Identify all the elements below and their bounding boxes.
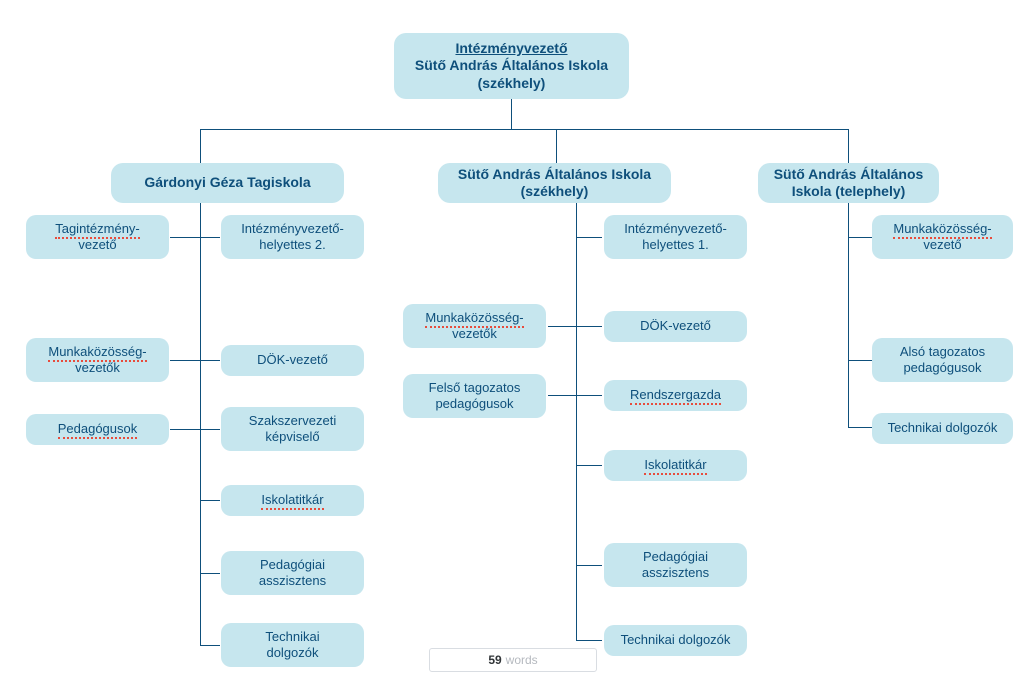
branch-title-2: Sütő András Általános Iskola(székhely): [438, 163, 671, 203]
b1-right-1: DÖK-vezető: [221, 345, 364, 376]
b1-right-4: Pedagógiaiasszisztens: [221, 551, 364, 595]
connector: [576, 465, 602, 466]
connector: [170, 360, 200, 361]
b1-left-2: Pedagógusok: [26, 414, 169, 445]
b2-right-5: Technikai dolgozók: [604, 625, 747, 656]
connector: [848, 129, 849, 163]
connector: [576, 237, 602, 238]
connector: [548, 326, 576, 327]
b2-left-0: Munkaközösség-vezetők: [403, 304, 546, 348]
branch-title-3-text: Sütő András ÁltalánosIskola (telephely): [764, 166, 933, 201]
b2-right-3: Iskolatitkár: [604, 450, 747, 481]
b1-left-0: Tagintézmény-vezető: [26, 215, 169, 259]
org-root: Intézményvezető Sütő András Általános Is…: [394, 33, 629, 99]
branch-title-1-text: Gárdonyi Géza Tagiskola: [117, 174, 338, 192]
connector: [848, 237, 872, 238]
b2-right-0: Intézményvezető-helyettes 1.: [604, 215, 747, 259]
connector: [576, 640, 602, 641]
root-line1: Intézményvezető: [455, 40, 567, 56]
b1-left-1: Munkaközösség-vezetők: [26, 338, 169, 382]
connector: [576, 326, 602, 327]
connector: [200, 129, 849, 130]
connector: [170, 429, 200, 430]
b1-right-0: Intézményvezető-helyettes 2.: [221, 215, 364, 259]
root-line3: (székhely): [478, 75, 546, 91]
root-line2: Sütő András Általános Iskola: [415, 57, 608, 73]
connector: [200, 360, 220, 361]
b2-right-4: Pedagógiaiasszisztens: [604, 543, 747, 587]
b3-right-2: Technikai dolgozók: [872, 413, 1013, 444]
connector: [200, 237, 220, 238]
b1-right-5: Technikaidolgozók: [221, 623, 364, 667]
b1-right-3: Iskolatitkár: [221, 485, 364, 516]
b1-right-2: Szakszervezetiképviselő: [221, 407, 364, 451]
connector: [556, 129, 557, 163]
connector: [200, 129, 201, 163]
b3-right-1: Alsó tagozatospedagógusok: [872, 338, 1013, 382]
word-count-label: words: [506, 653, 538, 667]
connector: [200, 573, 220, 574]
connector: [200, 645, 220, 646]
b2-right-1: DÖK-vezető: [604, 311, 747, 342]
connector: [200, 500, 220, 501]
connector: [848, 360, 872, 361]
connector: [170, 237, 200, 238]
connector: [511, 99, 512, 129]
connector: [200, 429, 220, 430]
branch-title-1: Gárdonyi Géza Tagiskola: [111, 163, 344, 203]
branch-title-2-text: Sütő András Általános Iskola(székhely): [444, 166, 665, 201]
branch-title-3: Sütő András ÁltalánosIskola (telephely): [758, 163, 939, 203]
word-count: 59: [488, 653, 501, 667]
b2-left-1: Felső tagozatospedagógusok: [403, 374, 546, 418]
connector: [200, 203, 201, 645]
connector: [576, 395, 602, 396]
connector: [848, 427, 872, 428]
b2-right-2: Rendszergazda: [604, 380, 747, 411]
connector: [576, 203, 577, 640]
connector: [576, 565, 602, 566]
connector: [548, 395, 576, 396]
word-counter: 59 words: [429, 648, 597, 672]
b3-right-0: Munkaközösség-vezető: [872, 215, 1013, 259]
